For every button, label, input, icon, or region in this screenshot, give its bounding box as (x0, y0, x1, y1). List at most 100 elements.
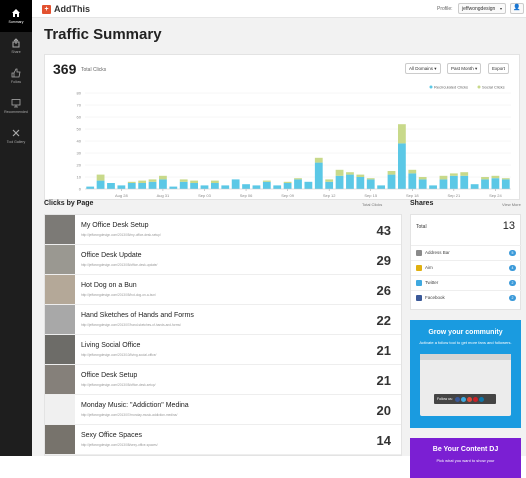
page-title: Traffic Summary (44, 26, 162, 43)
list-item[interactable]: Office Desk Setup http://jeffwongdesign.… (45, 365, 401, 395)
page-title-link[interactable]: Hot Dog on a Bun (81, 282, 137, 289)
grow-community-promo[interactable]: Grow your community Activate a follow to… (410, 320, 521, 428)
page-title-link[interactable]: Living Social Office (81, 342, 141, 349)
google-plus-icon (466, 396, 472, 402)
browser-bar (420, 354, 511, 360)
traffic-bar-chart: 0 10 20 30 40 50 60 70 80 Recirculated Clicks Soci… (77, 85, 511, 198)
list-item[interactable]: My Office Desk Setup http://jeffwongdesi… (45, 215, 401, 245)
shares-total-label: Total (416, 224, 427, 230)
bar (356, 177, 365, 189)
page-title-link[interactable]: Monday Music: "Addiction" Medina (81, 402, 189, 409)
address-bar-icon (416, 250, 422, 256)
legend-swatch (429, 85, 433, 89)
page-thumbnail (45, 395, 75, 424)
chevron-down-icon: ▾ (499, 6, 502, 11)
bar (481, 177, 489, 180)
bar (418, 179, 427, 189)
share-count-badge: 4 (509, 265, 516, 271)
bar (314, 162, 323, 189)
bar (325, 179, 334, 182)
page-title-link[interactable]: Office Desk Setup (81, 372, 138, 379)
bar (314, 157, 323, 163)
sidebar-item-share[interactable]: Share (0, 30, 32, 62)
sidebar-item-follow[interactable]: Follow (0, 60, 32, 92)
x-tick-label: Sep 06 (240, 193, 253, 198)
logo[interactable]: + AddThis (42, 4, 90, 14)
page-url: http://jeffwongdesign.com/2013/07/hand-s… (81, 323, 181, 327)
list-item[interactable]: Living Social Office http://jeffwongdesi… (45, 335, 401, 365)
bar (86, 186, 95, 189)
bar (325, 181, 334, 189)
y-tick-label: 50 (77, 127, 82, 132)
page-title-link[interactable]: Office Desk Update (81, 252, 142, 259)
page-title-link[interactable]: Sexy Office Spaces (81, 432, 142, 439)
bar (491, 178, 500, 189)
bar (190, 183, 198, 189)
x-tick-label: Sep 03 (198, 193, 211, 198)
sidebar: Summary Share Follow Recommended Tool Ga… (0, 0, 32, 456)
y-tick-label: 20 (77, 163, 82, 168)
share-row-twitter: Twitter 2 (411, 275, 522, 290)
x-tick-label: Aug 31 (157, 193, 170, 198)
bar (491, 175, 500, 179)
twitter-icon (460, 396, 466, 402)
sidebar-item-summary[interactable]: Summary (0, 0, 32, 32)
bar (304, 181, 313, 189)
page-thumbnail (45, 335, 75, 364)
list-item[interactable]: Hot Dog on a Bun http://jeffwongdesign.c… (45, 275, 401, 305)
thumbs-up-icon (11, 68, 21, 78)
share-label: Twitter (425, 280, 439, 285)
list-item[interactable]: Hand Sketches of Hands and Forms http://… (45, 305, 401, 335)
sidebar-item-tool-gallery[interactable]: Tool Gallery (0, 120, 32, 152)
y-tick-label: 80 (77, 91, 82, 96)
traffic-chart-card: 369 Total Clicks All Domains ▾ Past Mont… (44, 54, 520, 200)
share-row-address-bar: Address Bar 5 (411, 245, 522, 260)
bar (148, 179, 157, 182)
legend-label: Recirculated Clicks (434, 85, 468, 90)
y-tick-label: 10 (77, 175, 82, 180)
share-count-badge: 2 (509, 280, 516, 286)
user-menu-button[interactable]: 👤 (510, 3, 524, 14)
bar (127, 181, 136, 183)
page-title-link[interactable]: Hand Sketches of Hands and Forms (81, 312, 194, 319)
page-url: http://jeffwongdesign.com/2013/05/hot-do… (81, 293, 156, 297)
bar (387, 174, 396, 189)
list-item[interactable]: Office Desk Update http://jeffwongdesign… (45, 245, 401, 275)
x-tick-label: Sep 24 (489, 193, 502, 198)
bar (356, 174, 365, 177)
bar (449, 175, 458, 189)
content-dj-promo[interactable]: Be Your Content DJ Pick what you want to… (410, 438, 521, 478)
period-dropdown[interactable]: Past Month ▾ (447, 63, 482, 74)
x-tick-label: Sep 12 (323, 193, 336, 198)
share-icon (12, 38, 20, 48)
view-more-link[interactable]: View More (502, 202, 521, 207)
bar (283, 181, 292, 183)
page-click-count: 26 (376, 283, 391, 298)
bar (200, 185, 209, 189)
list-item[interactable]: Monday Music: "Addiction" Medina http://… (45, 395, 401, 425)
bar (169, 186, 178, 189)
twitter-icon (416, 280, 422, 286)
tools-icon (12, 129, 20, 137)
promo-subtitle: Pick what you want to show your (436, 458, 495, 463)
follow-label: Follow us: (437, 397, 453, 401)
page-title-link[interactable]: My Office Desk Setup (81, 222, 149, 229)
domains-dropdown[interactable]: All Domains ▾ (405, 63, 441, 74)
bar (418, 177, 427, 180)
promo-subtitle: Activate a follow tool to get more fans … (419, 340, 512, 345)
promo-title: Grow your community (428, 329, 503, 336)
list-item[interactable]: Sexy Office Spaces http://jeffwongdesign… (45, 425, 401, 455)
sidebar-item-label: Summary (8, 20, 24, 24)
bar (408, 173, 417, 189)
profile-select[interactable]: jeffwongdesign ▾ (458, 3, 506, 14)
bar (377, 185, 386, 189)
sidebar-item-recommended[interactable]: Recommended (0, 90, 32, 122)
export-button[interactable]: Export (488, 63, 510, 74)
clicks-by-page-list: My Office Desk Setup http://jeffwongdesi… (44, 214, 402, 456)
facebook-icon (454, 396, 460, 402)
bar (179, 181, 188, 189)
bar (231, 179, 240, 189)
bar (387, 171, 396, 175)
bar (210, 180, 219, 183)
pinterest-icon (472, 396, 478, 402)
